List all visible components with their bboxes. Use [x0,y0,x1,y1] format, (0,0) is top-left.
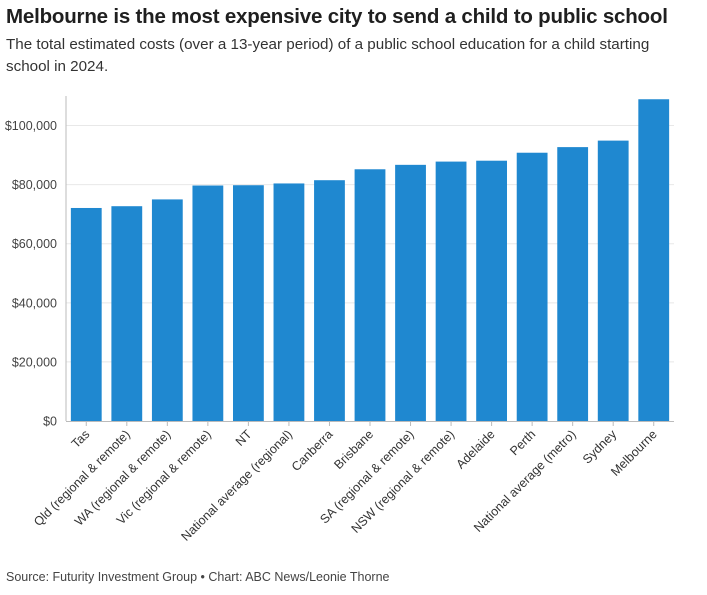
y-tick-label: $20,000 [12,355,57,369]
y-tick-label: $0 [43,415,57,429]
bar [516,152,548,421]
x-tick-label: Adelaide [453,427,497,471]
bar [476,160,508,422]
source-footer: Source: Futurity Investment Group • Char… [6,570,390,584]
bar [192,185,224,421]
x-tick-label: NT [233,427,255,449]
y-tick-label: $100,000 [5,119,57,133]
bar [435,161,467,421]
bar [232,185,264,421]
bar [557,147,589,421]
x-tick-label: Sydney [580,427,620,467]
y-axis-ticks: $0 $20,000 $40,000 $60,000 $80,000 $100,000 [5,119,57,428]
bar [111,206,143,421]
y-tick-label: $60,000 [12,237,57,251]
bars [70,99,670,422]
x-tick-label: Canberra [289,427,336,474]
bar [638,99,670,421]
bar [70,207,102,421]
x-tick-label: Perth [507,427,538,458]
y-tick-label: $80,000 [12,178,57,192]
bar [395,164,426,421]
bar [597,140,629,421]
y-tick-label: $40,000 [12,296,57,310]
bar [273,183,305,421]
bar-chart: $0 $20,000 $40,000 $60,000 $80,000 $100,000 T… [5,96,674,544]
bar [314,180,345,421]
chart-title: Melbourne is the most expensive city to … [6,5,668,28]
x-tick-label: Tas [69,427,93,451]
bar [354,169,386,421]
bar [151,199,183,421]
chart-subtitle: The total estimated costs (over a 13-yea… [6,36,650,75]
